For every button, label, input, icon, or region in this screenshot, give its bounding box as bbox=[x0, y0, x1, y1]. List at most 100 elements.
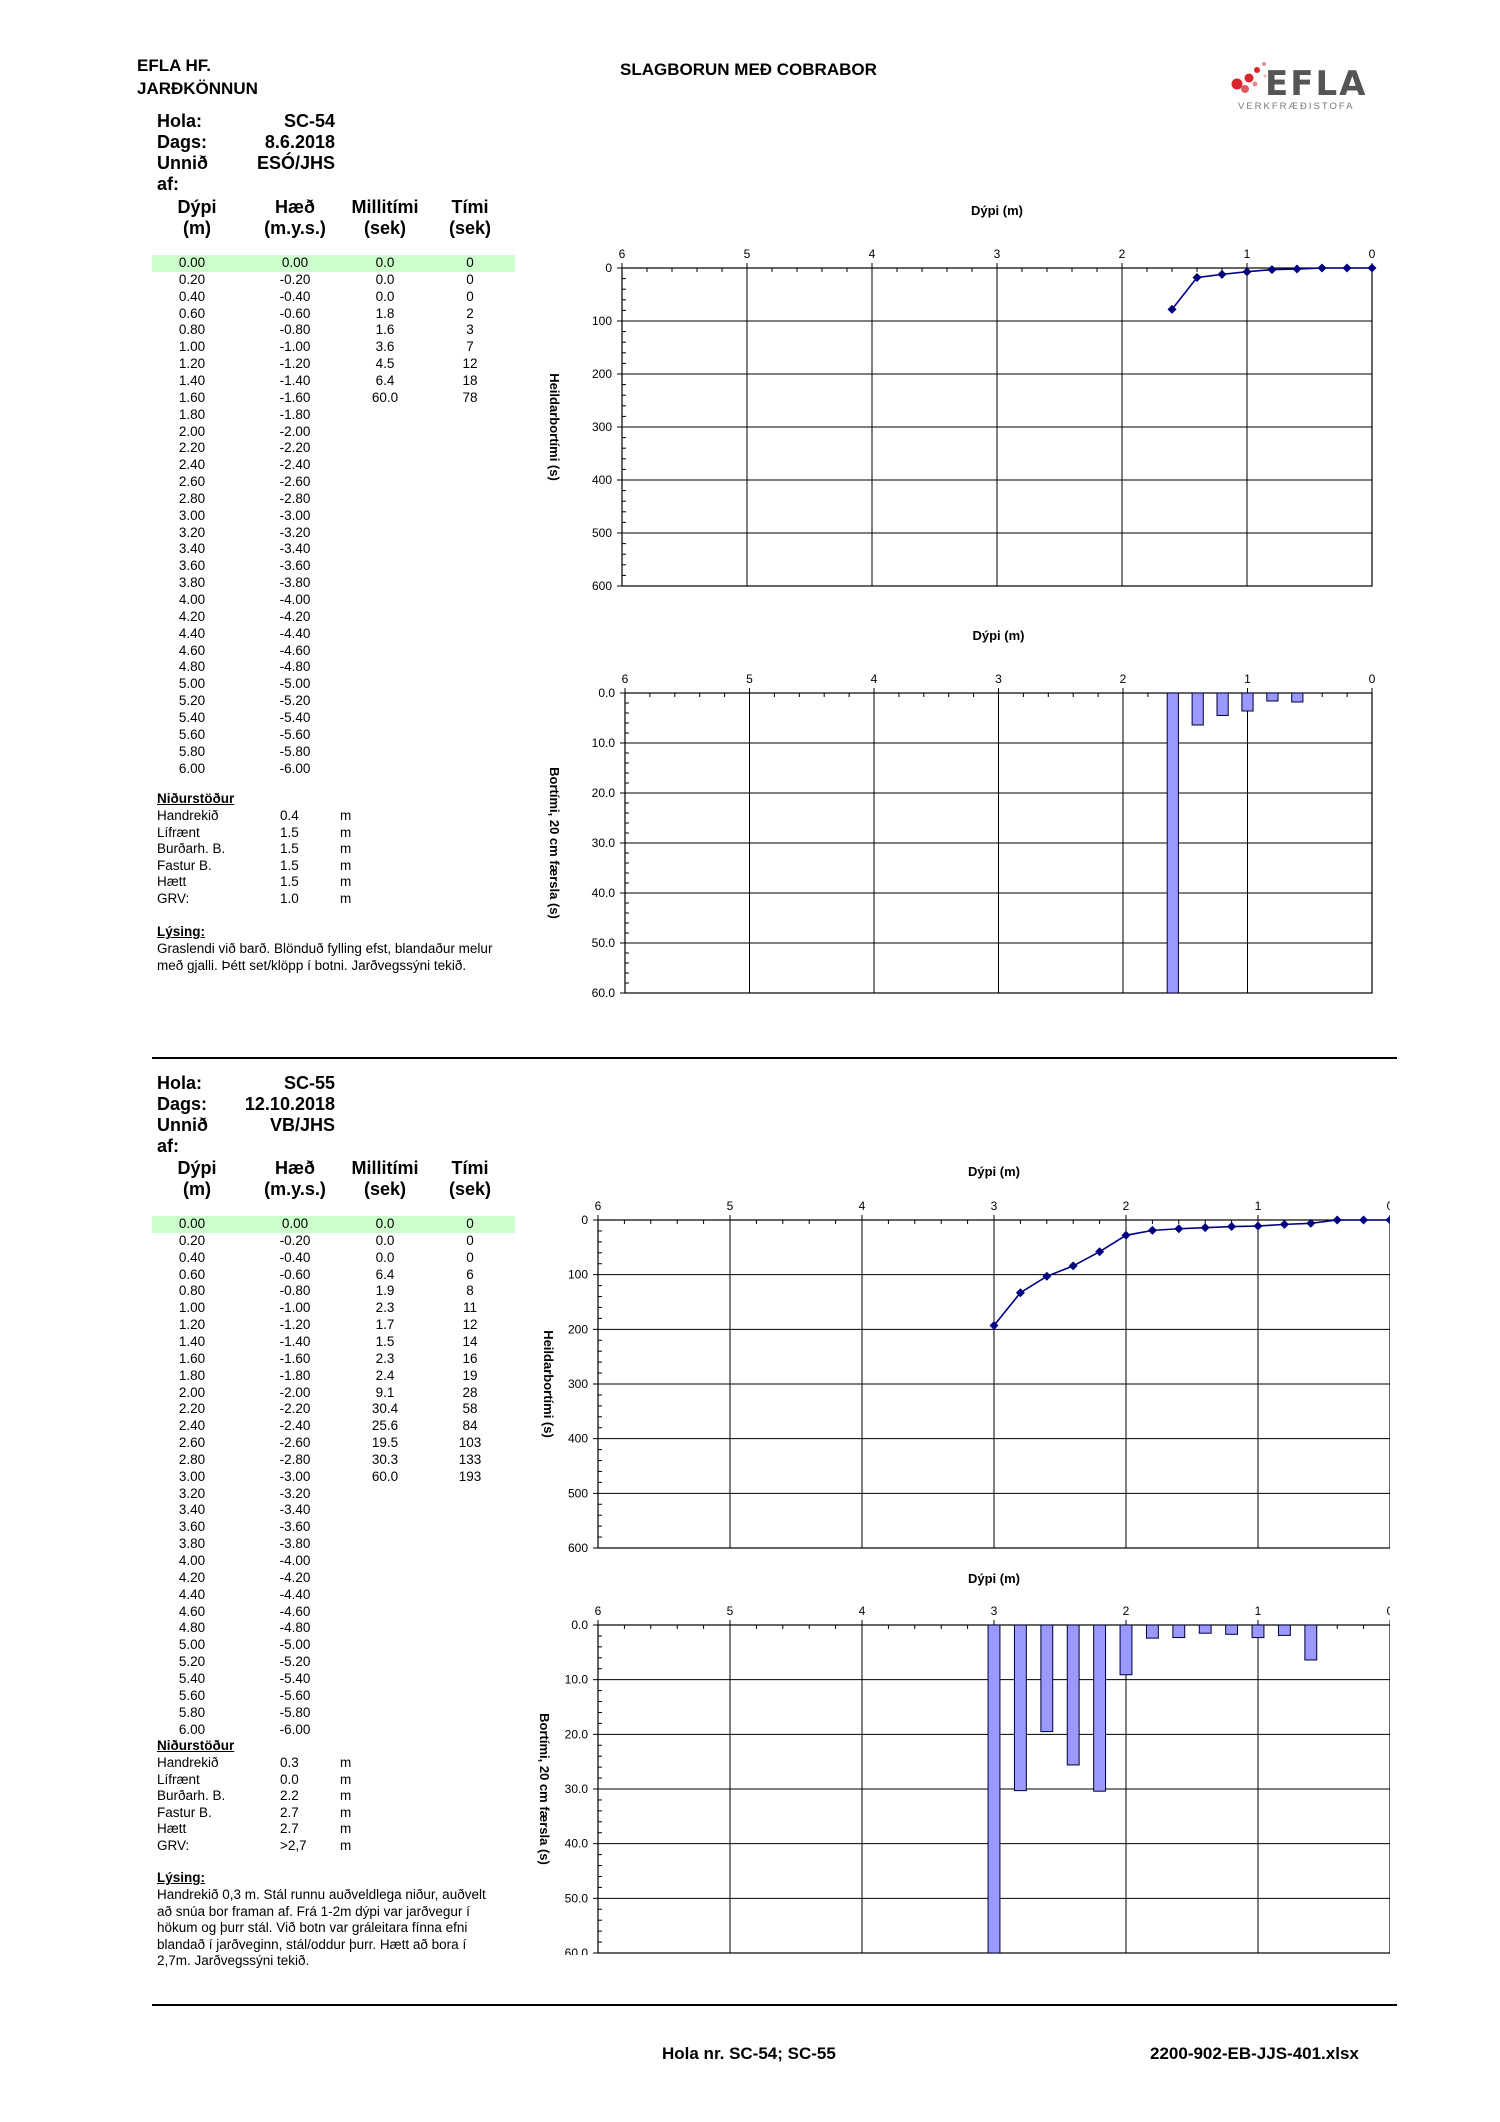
result-row: Burðarh. B. 1.5 m bbox=[157, 841, 407, 858]
col-time-unit: (sek) bbox=[448, 218, 492, 238]
table-cell: 1.6 bbox=[375, 322, 395, 338]
table-cell: 16 bbox=[462, 1350, 478, 1366]
result-unit: m bbox=[340, 1788, 352, 1804]
y-tick-label: 40.0 bbox=[565, 1837, 589, 1851]
result-value: >2,7 bbox=[280, 1838, 307, 1853]
table-row: 3.00 -3.00 bbox=[152, 508, 515, 525]
y-tick-label: 400 bbox=[592, 473, 612, 487]
data-table: 0.00 0.00 0.0 0 0.20 -0.20 0.0 0 0.40 -0.40 0.0 0 0.… bbox=[152, 255, 515, 785]
x-tick-label: 1 bbox=[1255, 1604, 1262, 1618]
y-tick-label: 600 bbox=[568, 1541, 588, 1555]
result-row: Lífrænt 0.0 m bbox=[157, 1772, 407, 1789]
data-point bbox=[1306, 1218, 1316, 1228]
table-row: 3.00 -3.00 60.0 193 bbox=[152, 1469, 515, 1486]
table-cell: -5.20 bbox=[279, 1654, 311, 1670]
result-label: Hætt bbox=[157, 1821, 187, 1837]
table-cell: -4.20 bbox=[279, 608, 311, 624]
x-tick-label: 4 bbox=[871, 672, 878, 686]
table-cell: -5.60 bbox=[279, 726, 311, 742]
result-value: 2.7 bbox=[280, 1804, 299, 1820]
y-tick-label: 20.0 bbox=[565, 1727, 589, 1741]
table-cell: 0.80 bbox=[178, 322, 206, 338]
results-title: Niðurstöður bbox=[157, 1738, 235, 1753]
description-line: með gjalli. Þétt set/klöpp í botni. Jarð… bbox=[157, 957, 467, 973]
table-cell: 84 bbox=[462, 1418, 478, 1434]
table-cell: 5.00 bbox=[178, 1637, 206, 1653]
table-cell: -5.00 bbox=[279, 1637, 311, 1653]
result-unit: m bbox=[340, 824, 352, 840]
bar bbox=[1304, 1624, 1318, 1661]
table-cell: 0.0 bbox=[375, 1249, 395, 1265]
hole-date: 8.6.2018 bbox=[264, 132, 335, 152]
table-row: 2.20 -2.20 bbox=[152, 440, 515, 457]
table-cell: 2 bbox=[466, 305, 474, 321]
table-cell: 5.80 bbox=[178, 1704, 206, 1720]
table-cell: 0.0 bbox=[375, 271, 395, 287]
table-cell: 2.40 bbox=[178, 457, 206, 473]
result-value: 1.5 bbox=[280, 841, 299, 857]
table-cell: -3.80 bbox=[279, 575, 311, 591]
data-point bbox=[1200, 1223, 1210, 1233]
y-tick-label: 30.0 bbox=[565, 1782, 589, 1796]
table-row: 5.20 -5.20 bbox=[152, 693, 515, 710]
data-table: 0.00 0.00 0.0 0 0.20 -0.20 0.0 0 0.40 -0.40 0.0 0 0.… bbox=[152, 1216, 515, 1746]
description-line: að snúa bor framan af. Frá 1-2m dýpi var… bbox=[157, 1903, 470, 1919]
table-cell: 2.3 bbox=[375, 1350, 395, 1366]
table-cell: -0.60 bbox=[279, 1266, 311, 1282]
table-cell: 4.60 bbox=[178, 642, 206, 658]
description-title: Lýsing: bbox=[157, 924, 206, 939]
table-row: 0.40 -0.40 0.0 0 bbox=[152, 1250, 515, 1267]
section-divider bbox=[152, 1057, 1397, 1059]
table-cell: -1.00 bbox=[279, 1300, 311, 1316]
table-cell: -3.00 bbox=[279, 507, 311, 523]
table-cell: 4.80 bbox=[178, 659, 206, 675]
data-point bbox=[1332, 1215, 1342, 1225]
y-tick-label: 200 bbox=[592, 367, 612, 381]
table-cell: -2.40 bbox=[279, 457, 311, 473]
x-tick-label: 6 bbox=[619, 247, 626, 261]
table-row: 4.00 -4.00 bbox=[152, 592, 515, 609]
table-cell: 4.60 bbox=[178, 1603, 206, 1619]
table-cell: -1.40 bbox=[279, 372, 311, 388]
table-cell: 3.60 bbox=[178, 1519, 206, 1535]
table-cell: 19 bbox=[462, 1367, 478, 1383]
col-time-title: Tími bbox=[451, 197, 489, 217]
y-tick-label: 60.0 bbox=[565, 1946, 589, 1955]
y-axis-title: Heildarbortími (s) bbox=[547, 373, 562, 481]
table-cell: -4.00 bbox=[279, 592, 311, 607]
result-label: GRV: bbox=[157, 891, 190, 906]
table-cell: 60.0 bbox=[371, 389, 399, 405]
x-tick-label: 2 bbox=[1119, 247, 1126, 261]
col-inter-header: Millitími (sek) bbox=[340, 1158, 430, 1200]
efla-logo-mark bbox=[1231, 62, 1267, 93]
y-tick-label: 0.0 bbox=[598, 686, 615, 700]
col-inter-header: Millitími (sek) bbox=[340, 197, 430, 239]
logo-subtitle: VERKFRÆÐISTOFA bbox=[1238, 101, 1355, 112]
table-row: 4.80 -4.80 bbox=[152, 1620, 515, 1637]
table-row: 0.80 -0.80 1.6 3 bbox=[152, 322, 515, 339]
x-tick-label: 6 bbox=[622, 672, 629, 686]
table-row: 5.60 -5.60 bbox=[152, 727, 515, 744]
bar bbox=[1251, 1624, 1265, 1639]
table-row: 3.40 -3.40 bbox=[152, 1502, 515, 1519]
bar bbox=[1198, 1624, 1212, 1634]
table-row: 4.00 -4.00 bbox=[152, 1553, 515, 1570]
interval-time-chart: Dýpi (m) Bortími, 20 cm færsla (s) 0.0 10.0… bbox=[537, 1571, 1390, 1955]
table-cell: 1.00 bbox=[178, 339, 206, 355]
result-unit: m bbox=[340, 1771, 352, 1787]
table-row: 1.20 -1.20 1.7 12 bbox=[152, 1317, 515, 1334]
dags-label: Dags: bbox=[157, 1094, 208, 1114]
col-inter-unit: (sek) bbox=[363, 218, 407, 238]
table-row: 0.60 -0.60 1.8 2 bbox=[152, 306, 515, 323]
result-unit: m bbox=[340, 808, 352, 823]
result-unit: m bbox=[340, 874, 352, 890]
unnid-label: Unnið af: bbox=[157, 153, 208, 194]
series-line bbox=[993, 1219, 1390, 1327]
result-label: Handrekið bbox=[157, 1755, 219, 1770]
table-cell: 1.40 bbox=[178, 1333, 206, 1349]
result-label: Fastur B. bbox=[157, 1804, 212, 1820]
bar bbox=[1291, 692, 1304, 703]
bar bbox=[1119, 1624, 1133, 1676]
company-name: EFLA HF. bbox=[137, 56, 211, 75]
col-depth-title: Dýpi bbox=[177, 197, 217, 217]
